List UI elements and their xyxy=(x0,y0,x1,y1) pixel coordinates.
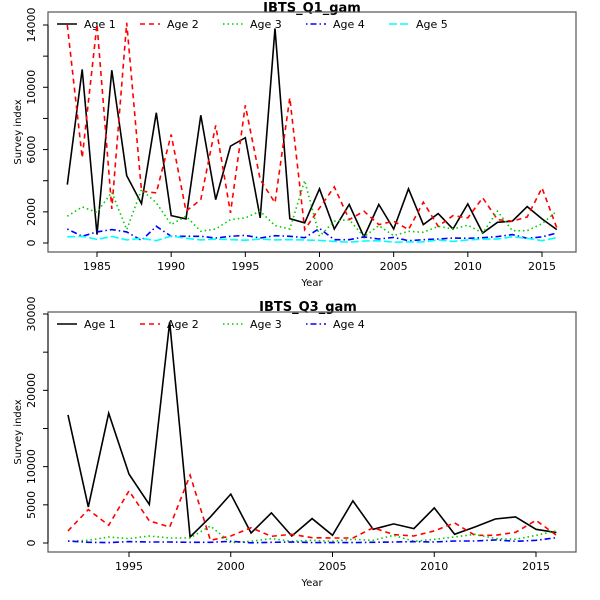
legend-label: Age 3 xyxy=(250,18,282,31)
y-axis-label: Survey index xyxy=(13,399,24,464)
x-tick-label: 2005 xyxy=(319,560,347,573)
series-line-age-3 xyxy=(66,177,558,238)
series-line-age-2 xyxy=(66,22,558,232)
legend-label: Age 2 xyxy=(167,318,199,331)
y-tick-label: 5000 xyxy=(25,491,38,519)
panel-ibts-q1: IBTS_Q1_gam Year Survey index 1985 1990 19… xyxy=(13,1,577,289)
y-axis-label: Survey index xyxy=(13,99,24,164)
panel-ibts-q3: IBTS_Q3_gam Year Survey index 1995 2000 20… xyxy=(13,297,577,589)
series-line-age-1 xyxy=(67,321,557,539)
x-tick-label: 2010 xyxy=(454,260,482,273)
y-tick-label: 10000 xyxy=(25,449,38,484)
legend-label: Age 3 xyxy=(250,318,282,331)
x-tick-label: 2000 xyxy=(217,560,245,573)
x-tick-label: 1990 xyxy=(157,260,185,273)
chart-title: IBTS_Q1_gam xyxy=(263,1,361,16)
y-tick-label: 30000 xyxy=(25,297,38,332)
plot-frame xyxy=(47,311,577,553)
y-tick-label: 0 xyxy=(25,240,38,247)
y-tick-label: 0 xyxy=(25,540,38,547)
x-tick-label: 2015 xyxy=(522,560,550,573)
y-tick-label: 10000 xyxy=(25,70,38,105)
legend-label: Age 5 xyxy=(416,18,448,31)
y-tick-label: 20000 xyxy=(25,373,38,408)
x-tick-label: 2015 xyxy=(528,260,556,273)
x-tick-label: 2010 xyxy=(420,560,448,573)
x-axis-label: Year xyxy=(300,578,323,589)
x-tick-label: 2000 xyxy=(306,260,334,273)
chart-title: IBTS_Q3_gam xyxy=(259,300,357,315)
x-tick-label: 1995 xyxy=(115,560,143,573)
series-line-age-4 xyxy=(66,225,558,242)
series-line-age-2 xyxy=(67,472,557,542)
legend-label: Age 4 xyxy=(333,318,365,331)
x-axis-label: Year xyxy=(300,278,323,289)
legend-label: Age 2 xyxy=(167,18,199,31)
x-tick-label: 1985 xyxy=(83,260,111,273)
x-tick-label: 1995 xyxy=(231,260,259,273)
y-tick-label: 6000 xyxy=(25,136,38,164)
x-tick-label: 2005 xyxy=(380,260,408,273)
plot-frame xyxy=(47,11,577,253)
y-tick-label: 2000 xyxy=(25,198,38,226)
legend-label: Age 1 xyxy=(84,18,116,31)
series-line-age-3 xyxy=(67,525,557,544)
series-line-age-4 xyxy=(67,536,557,544)
legend-label: Age 1 xyxy=(84,318,116,331)
legend-label: Age 4 xyxy=(333,18,365,31)
y-tick-label: 14000 xyxy=(25,8,38,43)
series-line-age-5 xyxy=(67,235,557,244)
series-line-age-1 xyxy=(66,28,558,239)
